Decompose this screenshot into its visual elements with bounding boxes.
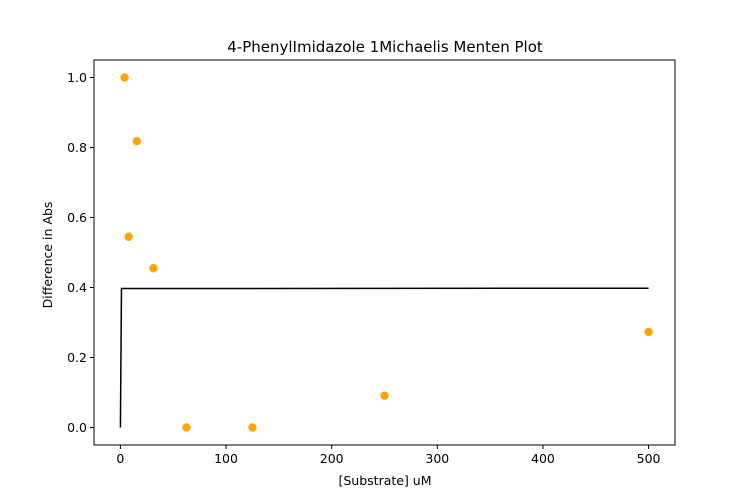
data-point [124, 232, 133, 241]
y-tick-label: 1.0 [67, 70, 87, 85]
data-point [120, 73, 129, 82]
x-tick-label: 500 [637, 451, 661, 466]
y-axis-label: Difference in Abs [40, 202, 55, 309]
y-tick-label: 0.0 [67, 420, 87, 435]
x-tick-label: 200 [320, 451, 344, 466]
x-tick-label: 0 [116, 451, 124, 466]
data-point [182, 423, 191, 432]
x-tick-label: 400 [531, 451, 555, 466]
x-axis-label: [Substrate] uM [338, 473, 431, 488]
y-tick-label: 0.4 [67, 280, 87, 295]
y-axis: 0.0 0.2 0.4 0.6 0.8 1.0 [67, 70, 94, 435]
data-point [132, 137, 142, 146]
data-point [149, 264, 158, 273]
y-tick-label: 0.2 [67, 350, 87, 365]
plot-frame [93, 59, 676, 446]
y-tick-label: 0.6 [67, 210, 87, 225]
data-point [248, 423, 257, 432]
x-tick-label: 100 [214, 451, 238, 466]
data-point [380, 391, 389, 400]
data-point [644, 327, 653, 337]
x-tick-label: 300 [425, 451, 449, 466]
x-axis: 0 100 200 300 400 500 [116, 445, 661, 466]
fit-line [119, 287, 649, 428]
plot-marks [119, 73, 653, 432]
y-tick-label: 0.8 [67, 140, 87, 155]
chart-title: 4-PhenylImidazole 1Michaelis Menten Plot [227, 38, 543, 56]
